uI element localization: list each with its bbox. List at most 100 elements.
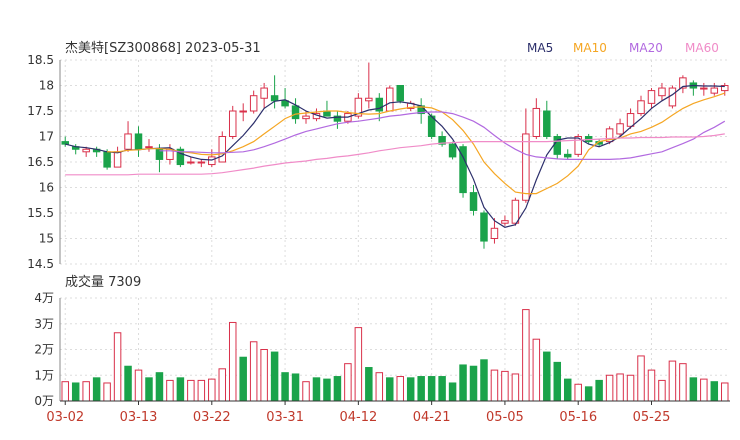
candle-up <box>145 146 153 149</box>
date-tick-label: 03-22 <box>193 410 231 425</box>
candle-up <box>218 136 227 163</box>
volume-bar-up <box>626 374 635 402</box>
candle-up <box>197 161 206 164</box>
moving-average-lines <box>65 84 726 228</box>
candle-up <box>532 107 541 137</box>
price-tick-label: 18 <box>39 79 54 93</box>
volume-bar-down <box>406 377 415 402</box>
volume-bar-up <box>501 370 509 402</box>
candle-up <box>124 133 132 150</box>
legend-ma20: MA20 <box>629 41 663 55</box>
candle-up <box>82 148 90 153</box>
price-tick-label: 17 <box>39 130 54 144</box>
volume-bar-up <box>647 369 656 402</box>
volume-bar-up <box>61 381 69 402</box>
date-tick-label: 03-13 <box>120 410 158 425</box>
volume-bar-up <box>260 349 268 402</box>
candle-down <box>396 85 404 102</box>
volume-bar-up <box>637 355 645 402</box>
volume-bar-up <box>187 379 195 402</box>
volume-bar-down <box>480 359 488 402</box>
candle-up <box>365 97 373 102</box>
price-tick-label: 17.5 <box>27 104 54 118</box>
volume-bar-down <box>386 377 394 402</box>
volume-bar-down <box>448 382 457 402</box>
volume-y-axis: 4万 3万 2万 1万 0万 <box>34 291 54 408</box>
volume-bar-down <box>176 377 185 402</box>
volume-bar-up <box>113 332 122 402</box>
candle-up <box>647 90 656 104</box>
candle-up <box>679 77 687 89</box>
volume-tick-label: 2万 <box>34 343 54 357</box>
volume-tick-label: 4万 <box>34 291 54 305</box>
volume-bar-up <box>197 379 206 402</box>
candle-up <box>113 151 122 168</box>
volume-bar-down <box>333 376 342 402</box>
volume-bar-up <box>605 374 614 402</box>
volume-bar-down <box>145 377 153 402</box>
date-tick-label: 04-21 <box>413 410 451 425</box>
volume-bar-up <box>658 379 666 402</box>
candle-down <box>270 95 279 102</box>
candle-up <box>490 227 499 240</box>
candle-up <box>710 87 719 94</box>
volume-bar-up <box>134 369 143 402</box>
volume-bar-down <box>584 386 593 402</box>
candle-down <box>134 133 143 150</box>
date-tick-label: 03-02 <box>46 410 84 425</box>
candle-up <box>574 136 582 155</box>
ma-line-ma5 <box>65 84 725 228</box>
volume-bar-up <box>700 378 708 402</box>
date-tick-label: 03-31 <box>266 410 304 425</box>
volume-bar-down <box>543 351 551 402</box>
legend-ma60: MA60 <box>685 41 719 55</box>
volume-bar-up <box>668 360 677 402</box>
volume-bars <box>61 309 729 402</box>
volume-bar-down <box>595 379 603 402</box>
volume-bar-up <box>396 376 404 402</box>
candle-down <box>291 105 300 120</box>
volume-bar-down <box>124 365 132 402</box>
volume-bar-down <box>239 356 247 402</box>
volume-bar-down <box>553 361 562 402</box>
candle-up <box>208 156 216 166</box>
volume-bar-up <box>375 372 384 402</box>
volume-bar-up <box>208 378 216 402</box>
candle-up <box>260 87 268 99</box>
candle-up <box>668 87 677 107</box>
candle-up <box>700 87 708 90</box>
candle-down <box>459 146 467 194</box>
date-tick-label: 05-25 <box>633 410 671 425</box>
volume-bar-up <box>522 309 530 402</box>
candle-up <box>249 95 258 112</box>
price-tick-label: 14.5 <box>27 257 54 271</box>
legend-ma5: MA5 <box>527 41 553 55</box>
volume-tick-label: 1万 <box>34 368 54 382</box>
volume-bar-up <box>679 363 687 402</box>
volume-tick-label: 0万 <box>34 394 54 408</box>
price-tick-label: 16.5 <box>27 155 54 169</box>
volume-bar-up <box>103 382 111 402</box>
price-tick-label: 15.5 <box>27 206 54 220</box>
price-tick-label: 18.5 <box>27 53 54 67</box>
volume-bar-up <box>354 327 363 402</box>
candle-down <box>333 115 342 122</box>
volume-tick-label: 3万 <box>34 317 54 331</box>
volume-bar-down <box>270 351 279 402</box>
volume-bar-up <box>532 338 541 402</box>
volume-bar-down <box>459 364 467 402</box>
candle-down <box>61 141 69 145</box>
candle-up <box>721 85 729 92</box>
ma-line-ma10 <box>107 92 725 195</box>
volume-bar-down <box>427 376 436 402</box>
volume-bar-down <box>689 377 698 402</box>
volume-bar-down <box>92 377 101 402</box>
volume-bar-up <box>490 369 499 402</box>
volume-bar-up <box>721 382 729 402</box>
ma-line-ma20 <box>159 111 726 160</box>
candle-down <box>438 136 446 145</box>
volume-bar-down <box>710 381 719 402</box>
candle-up <box>354 97 363 117</box>
candle-up <box>637 100 645 115</box>
candle-up <box>239 110 247 113</box>
